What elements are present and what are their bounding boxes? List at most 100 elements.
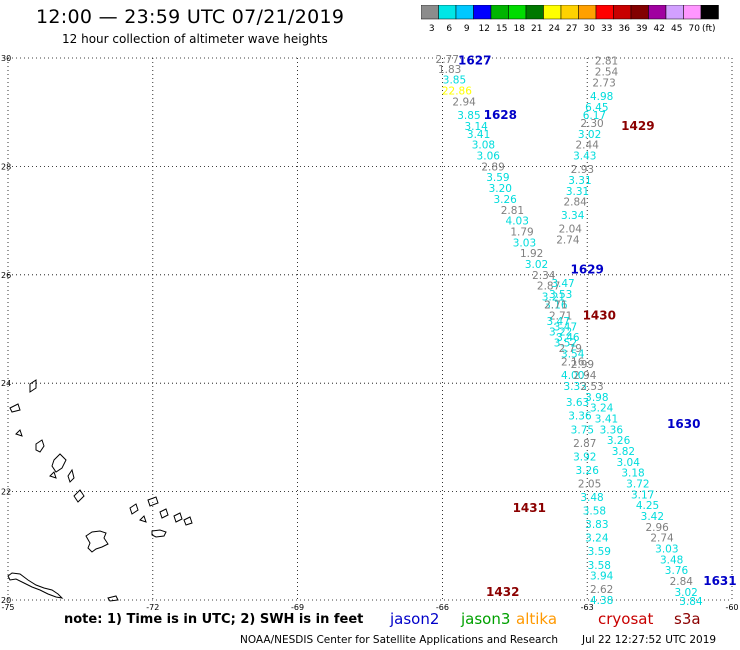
swh-value: 2.30 <box>580 118 603 130</box>
island-2 <box>49 471 57 479</box>
swh-value: 2.77 <box>436 54 459 66</box>
swh-value: 3.47 <box>547 316 570 328</box>
swh-value: 3.42 <box>641 511 664 523</box>
units-note: note: 1) Time is in UTC; 2) SWH is in fe… <box>64 612 364 627</box>
lat-lon-grid <box>7 57 733 601</box>
swh-value: 3.21 <box>542 291 565 303</box>
lon-tick-label: -69 <box>291 603 304 610</box>
swh-value: 2.87 <box>573 438 596 450</box>
swh-value: 3.02 <box>578 129 601 141</box>
bahamas-eleuthera <box>51 453 67 473</box>
generated-timestamp: Jul 22 12:27:52 UTC 2019 <box>582 634 717 646</box>
lon-tick-label: -63 <box>581 603 594 610</box>
legend-label: 36 <box>619 24 631 34</box>
bahamas-long <box>73 489 85 503</box>
swh-value: 2.84 <box>670 576 694 588</box>
legend-label: 33 <box>601 24 612 34</box>
legend-label: 12 <box>479 24 490 34</box>
lat-tick-label: 30 <box>1 54 11 63</box>
legend-label: 6 <box>446 24 452 34</box>
island-4 <box>107 595 119 602</box>
turks-islet-2 <box>173 512 183 523</box>
swh-value: 3.18 <box>621 468 644 480</box>
swh-value: 2.71 <box>544 300 567 312</box>
satellite-cryosat: cryosat <box>598 610 654 628</box>
swh-value: 3.43 <box>573 151 596 163</box>
swh-value: 3.85 <box>457 110 480 122</box>
bahamas-grand <box>29 379 37 393</box>
swh-value: 22.86 <box>442 86 472 98</box>
legend-label: 30 <box>584 24 596 34</box>
swh-value: 3.02 <box>674 587 697 599</box>
swh-value: 2.89 <box>481 161 504 173</box>
swh-value: 2.54 <box>595 67 619 79</box>
legend-label: 39 <box>636 24 648 34</box>
swh-value: 2.81 <box>595 56 618 68</box>
swh-value: 3.48 <box>580 492 603 504</box>
legend-label: 70 <box>689 24 701 34</box>
swh-value: 2.93 <box>571 164 594 176</box>
swh-value: 3.03 <box>655 544 678 556</box>
island-3 <box>139 515 147 523</box>
swh-value: 3.24 <box>585 533 609 545</box>
bahamas-cat <box>67 468 75 483</box>
swh-value: 3.58 <box>588 560 611 572</box>
lat-tick-label: 22 <box>1 488 11 497</box>
swh-value: 3.41 <box>467 129 490 141</box>
lat-tick-label: 20 <box>1 596 11 605</box>
bahamas-abaco <box>9 403 21 413</box>
swh-value: 2.73 <box>592 77 615 89</box>
legend-label: 15 <box>496 24 507 34</box>
pass-number: 1631 <box>703 574 736 588</box>
swh-value: 3.98 <box>585 392 608 404</box>
swh-value: 2.94 <box>452 96 476 108</box>
satellite-s3a: s3a <box>674 610 701 628</box>
pass-number: 1429 <box>621 119 654 133</box>
swh-value: 3.59 <box>486 172 509 184</box>
lon-tick-label: -66 <box>436 603 449 610</box>
puerto-rico-coast <box>151 529 167 538</box>
swh-value: 3.53 <box>549 289 572 301</box>
pass-number: 1430 <box>583 308 616 322</box>
swh-value: 3.33 <box>563 381 586 393</box>
swh-value: 3.75 <box>571 424 594 436</box>
legend-label: 45 <box>671 24 682 34</box>
swh-value: 6.45 <box>585 102 608 114</box>
swh-value: 3.48 <box>660 554 683 566</box>
legend-label: 9 <box>464 24 470 34</box>
swh-value: 3.24 <box>590 403 614 415</box>
swh-value: 3.06 <box>477 151 501 163</box>
legend-unit: (ft) <box>702 24 716 34</box>
swh-value: 3.82 <box>612 446 635 458</box>
swh-value: 2.04 <box>559 224 583 236</box>
swh-value: 3.22 <box>549 327 572 339</box>
swh-value: 3.59 <box>588 546 611 558</box>
swh-value: 3.02 <box>525 259 548 271</box>
lat-tick-label: 26 <box>1 271 11 280</box>
satellite-jason3: jason3 <box>461 610 511 628</box>
island-1 <box>15 429 23 437</box>
legend-label: 27 <box>566 24 577 34</box>
pass-number: 1628 <box>484 108 517 122</box>
swh-value: 2.79 <box>559 343 582 355</box>
swh-value: 2.81 <box>501 205 524 217</box>
swh-value: 3.31 <box>566 186 589 198</box>
coastlines <box>7 379 193 602</box>
lat-tick-label: 28 <box>1 162 11 171</box>
swh-value: 2.16 <box>561 357 585 369</box>
swh-value: 3.16 <box>544 300 568 312</box>
swh-value: 4.38 <box>590 595 613 607</box>
pass-number: 1432 <box>486 585 519 599</box>
swh-value: 2.74 <box>556 235 580 247</box>
axis-tick-labels: -75 -72 -69 -66 -63 -60 30 28 26 24 22 20 <box>1 54 739 610</box>
pass-number: 1629 <box>570 262 603 276</box>
credit-line: NOAA/NESDIS Center for Satellite Applica… <box>240 634 558 646</box>
map-subtitle: 12 hour collection of altimeter wave hei… <box>62 32 328 46</box>
legend-swatch <box>700 5 719 20</box>
swh-value: 2.53 <box>580 381 603 393</box>
swh-value: 3.58 <box>583 506 606 518</box>
pass-number: 1627 <box>458 54 491 68</box>
swh-value: 3.46 <box>556 332 580 344</box>
swh-value: 2.84 <box>563 197 587 209</box>
